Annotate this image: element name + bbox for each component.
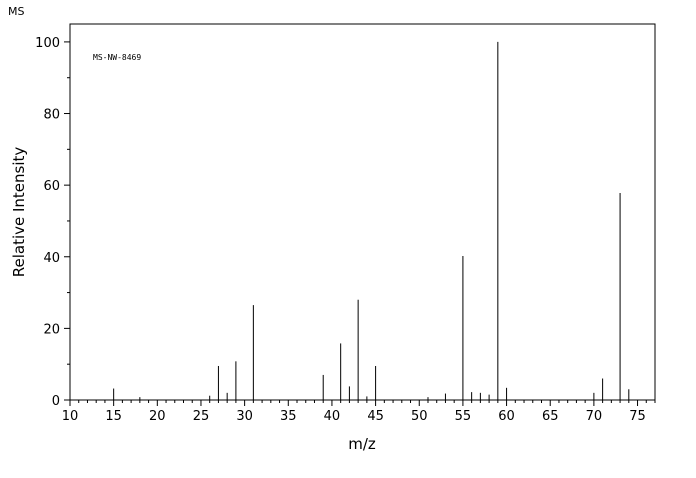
x-tick-label: 65 <box>542 409 559 424</box>
y-tick-label: 20 <box>43 322 60 337</box>
x-tick-label: 60 <box>498 409 515 424</box>
x-tick-label: 55 <box>455 409 472 424</box>
y-tick-label: 80 <box>43 108 60 123</box>
y-tick-label: 0 <box>52 394 60 409</box>
x-tick-label: 25 <box>193 409 210 424</box>
y-axis-title: Relative Intensity <box>10 147 28 278</box>
spectrum-id-annotation: MS-NW-8469 <box>93 53 141 62</box>
x-axis-ticks: 10 15 20 25 30 35 40 45 50 55 60 65 70 75 <box>62 400 656 424</box>
x-tick-label: 50 <box>411 409 428 424</box>
x-axis-title: m/z <box>348 435 376 453</box>
plot-frame <box>69 23 656 401</box>
spectrum-peaks <box>113 41 630 400</box>
x-tick-label: 35 <box>280 409 297 424</box>
y-axis-ticks: 0 20 40 60 80 100 <box>35 36 70 409</box>
x-tick-label: 15 <box>105 409 122 424</box>
spectrum-type-label: MS <box>8 5 25 18</box>
x-tick-label: 45 <box>367 409 384 424</box>
x-tick-label: 30 <box>236 409 253 424</box>
x-tick-label: 40 <box>324 409 341 424</box>
x-tick-label: 20 <box>149 409 166 424</box>
x-tick-label: 10 <box>62 409 79 424</box>
y-tick-label: 40 <box>43 251 60 266</box>
axes-group <box>69 23 656 401</box>
y-tick-label: 100 <box>35 36 60 51</box>
x-tick-label: 70 <box>586 409 603 424</box>
x-tick-label: 75 <box>629 409 646 424</box>
y-tick-label: 60 <box>43 179 60 194</box>
